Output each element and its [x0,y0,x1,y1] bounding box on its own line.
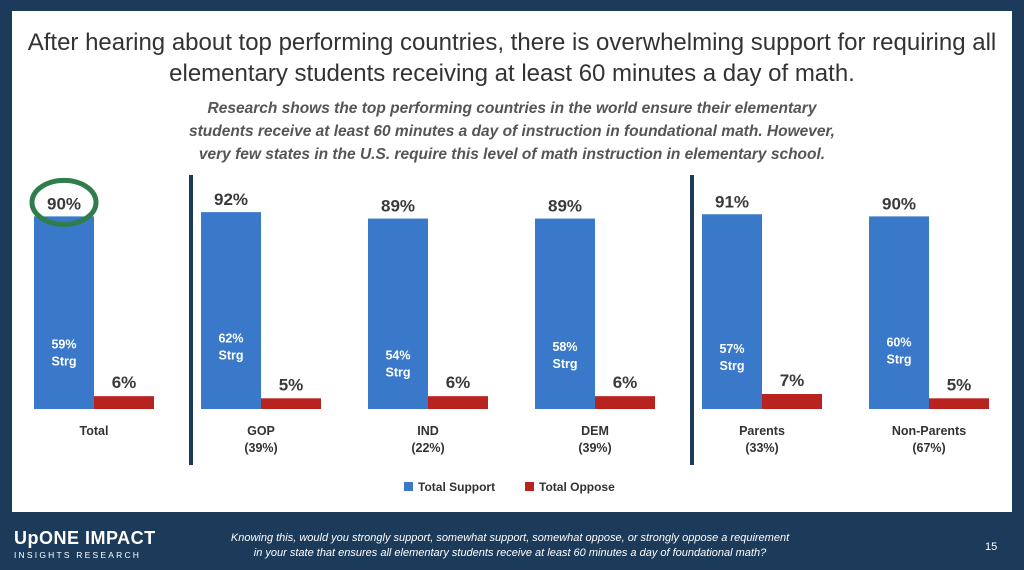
strong-text-label: Strg [720,359,745,373]
page-number: 15 [985,541,998,553]
support-bar [702,214,762,409]
category-share-label: (33%) [745,441,778,455]
category-label: Parents [739,424,785,438]
strong-value-label: 58% [552,340,577,354]
support-bar [34,216,94,409]
company-logo: UpONE IMPACT INSIGHTS RESEARCH [14,528,156,560]
support-value-label: 92% [214,190,248,209]
oppose-bar [428,396,488,409]
category-label: DEM [581,424,609,438]
legend-label: Total Oppose [539,480,615,494]
support-value-label: 90% [882,194,916,213]
highlight-circle [29,177,99,227]
strong-value-label: 54% [385,348,410,362]
category-share-label: (39%) [578,441,611,455]
strong-value-label: 60% [886,336,911,350]
strong-value-label: 62% [218,331,243,345]
support-value-label: 91% [715,192,749,211]
support-value-label: 89% [381,197,415,216]
group-separator [189,175,193,465]
bar-chart: 90% 59% Strg 6% Total 92% 62% Strg 5% GOP (39%) 89%… [29,175,989,494]
logo-main-text: UpONE IMPACT [14,528,156,548]
question-line: Knowing this, would you strongly support… [230,532,790,544]
subtitle-line: students receive at least 60 minutes a d… [189,123,835,140]
group-separator [690,175,694,465]
strong-text-label: Strg [219,348,244,362]
oppose-value-label: 5% [947,375,972,394]
category-share-label: (67%) [912,441,945,455]
slide-panel: After hearing about top performing count… [12,11,1012,512]
oppose-value-label: 6% [446,373,471,392]
strong-text-label: Strg [386,365,411,379]
strong-value-label: 59% [51,338,76,352]
support-bar [201,212,261,409]
subtitle-line: Research shows the top performing countr… [207,100,817,117]
strong-text-label: Strg [887,353,912,367]
oppose-value-label: 6% [112,373,137,392]
question-line: in your state that ensures all elementar… [253,547,767,559]
category-share-label: (22%) [411,441,444,455]
logo-sub-text: INSIGHTS RESEARCH [14,550,142,560]
oppose-value-label: 5% [279,375,304,394]
strong-text-label: Strg [553,357,578,371]
subtitle-line: very few states in the U.S. require this… [198,146,826,163]
survey-question: Knowing this, would you strongly support… [210,531,810,561]
legend-swatch [404,482,413,491]
legend-label: Total Support [418,480,495,494]
oppose-value-label: 6% [613,373,638,392]
support-bar [869,216,929,409]
oppose-bar [762,394,822,409]
legend-swatch [525,482,534,491]
category-label: IND [417,424,439,438]
slide-subtitle: Research shows the top performing countr… [12,97,1012,166]
category-label: Total [80,424,109,438]
support-value-label: 89% [548,197,582,216]
oppose-bar [929,398,989,409]
support-bar [368,218,428,409]
strong-text-label: Strg [52,355,77,369]
category-label: GOP [247,424,275,438]
strong-value-label: 57% [719,342,744,356]
oppose-bar [94,396,154,409]
oppose-value-label: 7% [780,371,805,390]
oppose-bar [595,396,655,409]
oppose-bar [261,398,321,409]
support-bar [535,218,595,409]
slide-title: After hearing about top performing count… [27,29,997,87]
category-label: Non-Parents [892,424,966,438]
category-share-label: (39%) [244,441,277,455]
support-value-label: 90% [47,194,81,213]
